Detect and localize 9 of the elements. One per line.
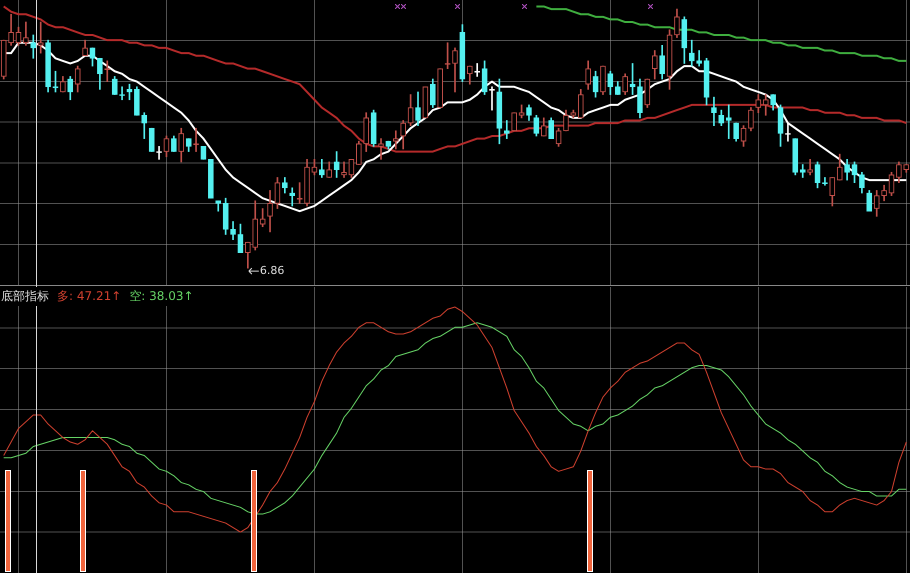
candlestick — [126, 84, 132, 100]
candlestick — [156, 146, 162, 160]
annotation: 6.86 — [260, 264, 284, 278]
candlestick — [711, 96, 717, 126]
chart-title: 底部指标 — [1, 289, 49, 303]
candlestick — [785, 122, 791, 142]
text: 空: 38.03↑ — [129, 289, 194, 303]
text: 多: 47.21↑ — [57, 289, 122, 303]
candlestick — [119, 86, 125, 100]
